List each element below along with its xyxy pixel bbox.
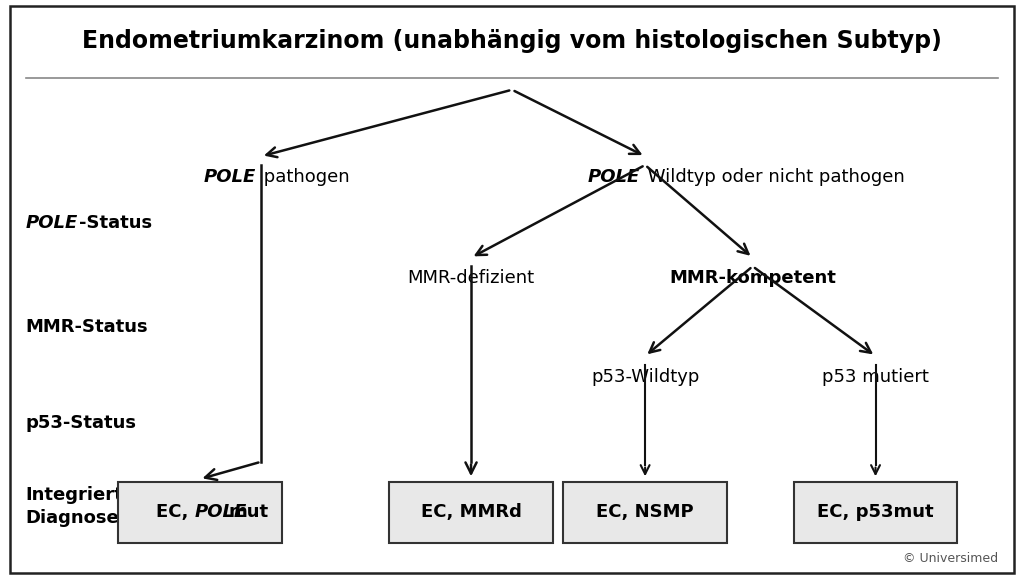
Bar	[389, 482, 553, 543]
Text: -Status: -Status	[79, 214, 152, 232]
Text: EC, NSMP: EC, NSMP	[596, 503, 694, 522]
Text: POLE: POLE	[26, 214, 78, 232]
Text: POLE: POLE	[195, 503, 247, 522]
Bar	[563, 482, 727, 543]
Text: POLE: POLE	[204, 168, 256, 186]
Text: p53-Wildtyp: p53-Wildtyp	[591, 368, 699, 386]
Text: EC, p53mut: EC, p53mut	[817, 503, 934, 522]
Text: POLE: POLE	[588, 168, 640, 186]
Text: p53-Status: p53-Status	[26, 413, 136, 432]
Text: © Universimed: © Universimed	[903, 552, 998, 565]
Text: p53 mutiert: p53 mutiert	[822, 368, 929, 386]
Text: Integrierte
Diagnose: Integrierte Diagnose	[26, 486, 135, 527]
Bar	[794, 482, 957, 543]
Text: EC,: EC,	[156, 503, 195, 522]
Text: MMR-kompetent: MMR-kompetent	[670, 269, 836, 287]
Text: EC, MMRd: EC, MMRd	[421, 503, 521, 522]
Text: Endometriumkarzinom (unabhängig vom histologischen Subtyp): Endometriumkarzinom (unabhängig vom hist…	[82, 28, 942, 53]
Text: Wildtyp oder nicht pathogen: Wildtyp oder nicht pathogen	[642, 168, 905, 186]
Text: MMR-Status: MMR-Status	[26, 318, 148, 336]
Text: MMR-defizient: MMR-defizient	[408, 269, 535, 287]
Text: pathogen: pathogen	[258, 168, 349, 186]
Bar	[118, 482, 282, 543]
Text: mut: mut	[228, 503, 268, 522]
